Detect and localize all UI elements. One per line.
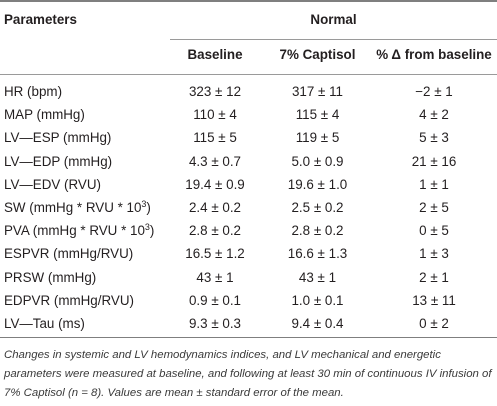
row-captisol-value: 5.0 ± 0.9: [291, 154, 344, 169]
row-baseline-value: 0.9 ± 0.1: [188, 293, 242, 308]
row-baseline-value: 110 ± 4: [193, 107, 237, 122]
header-change: % Δ from baseline: [376, 47, 492, 62]
parameter-superscript: 3: [144, 222, 150, 232]
row-change-value: 21 ± 16: [411, 154, 457, 169]
table-caption: Changes in systemic and LV hemodynamics …: [4, 349, 492, 399]
row-baseline-value: 4.3 ± 0.7: [188, 154, 242, 169]
row-captisol-value: 119 ± 5: [295, 130, 340, 145]
row-parameter: PVA (mmHg * RVU * 103): [4, 223, 154, 239]
parameter-label: PVA (mmHg * RVU * 10: [4, 223, 145, 238]
row-change-value: 1 ± 1: [419, 177, 449, 192]
group-underline-rule: [170, 39, 497, 40]
row-parameter: MAP (mmHg): [4, 107, 85, 123]
row-baseline-value: 43 ± 1: [196, 270, 234, 285]
row-baseline-value: 2.8 ± 0.2: [188, 223, 242, 238]
parameter-label: LV—EDV (RVU): [4, 177, 101, 192]
row-baseline-value: 9.3 ± 0.3: [188, 316, 242, 331]
table-bottom-rule: [0, 337, 497, 338]
row-change-value: 13 ± 11: [412, 293, 456, 308]
row-change-value: 2 ± 1: [419, 270, 449, 285]
row-parameter: PRSW (mmHg): [4, 270, 96, 286]
parameter-label: EDPVR (mmHg/RVU): [4, 293, 134, 308]
row-change-value: 0 ± 5: [419, 223, 449, 238]
header-captisol: 7% Captisol: [279, 47, 356, 62]
row-captisol-value: 317 ± 11: [291, 84, 344, 99]
header-bottom-rule: [0, 74, 497, 75]
row-captisol-value: 43 ± 1: [298, 270, 337, 285]
parameter-label: LV—Tau (ms): [4, 316, 85, 331]
parameter-label: LV—EDP (mmHg): [4, 154, 113, 169]
row-baseline-value: 323 ± 12: [188, 84, 242, 99]
row-parameter: LV—EDP (mmHg): [4, 154, 112, 170]
row-parameter: SW (mmHg * RVU * 103): [4, 200, 151, 216]
row-baseline-value: 16.5 ± 1.2: [185, 246, 245, 261]
parameter-label: PRSW (mmHg): [4, 270, 97, 285]
row-parameter: LV—ESP (mmHg): [4, 130, 111, 146]
parameter-superscript: 3: [141, 199, 147, 209]
parameter-label: ESPVR (mmHg/RVU): [4, 246, 134, 261]
row-change-value: 5 ± 3: [419, 130, 449, 145]
parameter-label: LV—ESP (mmHg): [4, 130, 112, 145]
row-change-value: −2 ± 1: [415, 84, 453, 99]
header-baseline: Baseline: [187, 47, 243, 62]
row-parameter: HR (bpm): [4, 84, 62, 100]
parameter-label-end: ): [146, 200, 151, 215]
row-change-value: 1 ± 3: [419, 246, 449, 261]
row-parameter: LV—Tau (ms): [4, 316, 85, 332]
header-group-normal: Normal: [310, 12, 357, 27]
row-captisol-value: 115 ± 4: [295, 107, 340, 122]
parameter-label: SW (mmHg * RVU * 10: [4, 200, 142, 215]
parameter-label: HR (bpm): [4, 84, 63, 99]
row-change-value: 2 ± 5: [419, 200, 449, 215]
parameter-label-end: ): [149, 223, 155, 238]
row-change-value: 4 ± 2: [419, 107, 449, 122]
header-parameters: Parameters: [4, 12, 77, 27]
row-baseline-value: 19.4 ± 0.9: [185, 177, 245, 192]
row-baseline-value: 2.4 ± 0.2: [188, 200, 242, 215]
row-captisol-value: 2.8 ± 0.2: [291, 223, 344, 238]
parameter-label: MAP (mmHg): [4, 107, 85, 122]
table-top-rule: [0, 0, 497, 2]
row-parameter: ESPVR (mmHg/RVU): [4, 246, 133, 262]
row-captisol-value: 19.6 ± 1.0: [287, 177, 348, 192]
row-baseline-value: 115 ± 5: [193, 130, 237, 145]
row-captisol-value: 1.0 ± 0.1: [291, 293, 344, 308]
row-change-value: 0 ± 2: [419, 316, 449, 331]
row-captisol-value: 16.6 ± 1.3: [287, 246, 348, 261]
row-parameter: EDPVR (mmHg/RVU): [4, 293, 134, 309]
row-captisol-value: 9.4 ± 0.4: [291, 316, 344, 331]
row-parameter: LV—EDV (RVU): [4, 177, 101, 193]
row-captisol-value: 2.5 ± 0.2: [291, 200, 344, 215]
